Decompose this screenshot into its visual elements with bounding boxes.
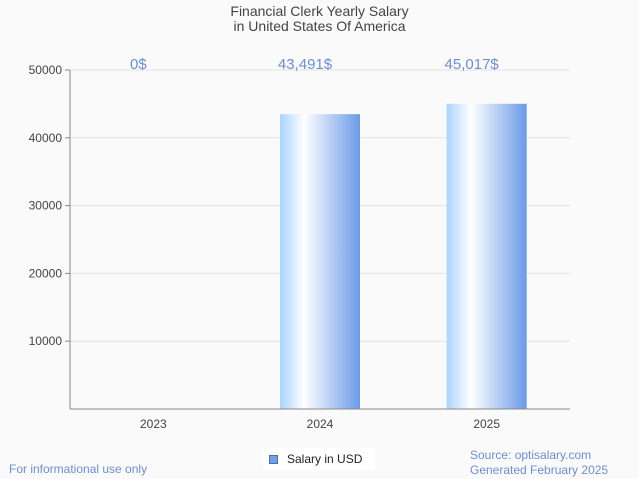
bar [446,103,527,410]
source-link[interactable]: Source: optisalary.com [470,448,592,462]
y-tick-label: 20000 [29,266,63,280]
x-tick-label: 2024 [307,417,334,431]
disclaimer-text: For informational use only [9,462,148,476]
legend-label: Salary in USD [287,452,363,466]
legend-swatch [269,454,278,464]
y-tick-label: 40000 [29,131,63,145]
y-tick-label: 30000 [29,199,63,213]
x-tick-label: 2025 [473,417,500,431]
x-tick-label: 2023 [140,417,167,431]
chart-title: Financial Clerk Yearly Salary [230,3,409,19]
data-label: 43,491$ [278,56,333,73]
y-tick-label: 50000 [29,63,63,77]
bar [280,114,360,410]
source-block: Source: optisalary.com Generated Februar… [470,448,608,478]
generated-date: Generated February 2025 [470,463,609,477]
chart-subtitle: in United States Of America [233,18,406,34]
data-label: 45,017$ [445,56,500,73]
data-label: 0$ [130,56,147,73]
y-tick-label: 10000 [29,334,63,348]
legend: Salary in USD [263,448,375,470]
